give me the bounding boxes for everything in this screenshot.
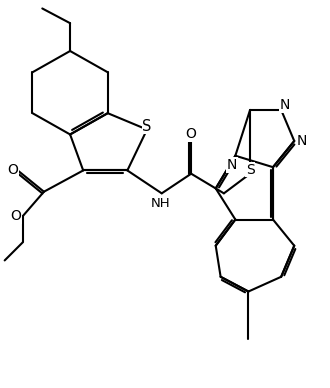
Text: O: O	[10, 209, 21, 223]
Text: O: O	[186, 127, 197, 142]
Text: NH: NH	[150, 197, 170, 210]
Text: N: N	[296, 134, 307, 148]
Text: N: N	[280, 98, 290, 112]
Text: S: S	[246, 163, 254, 177]
Text: S: S	[142, 119, 152, 134]
Text: N: N	[227, 158, 237, 172]
Text: O: O	[7, 163, 18, 177]
